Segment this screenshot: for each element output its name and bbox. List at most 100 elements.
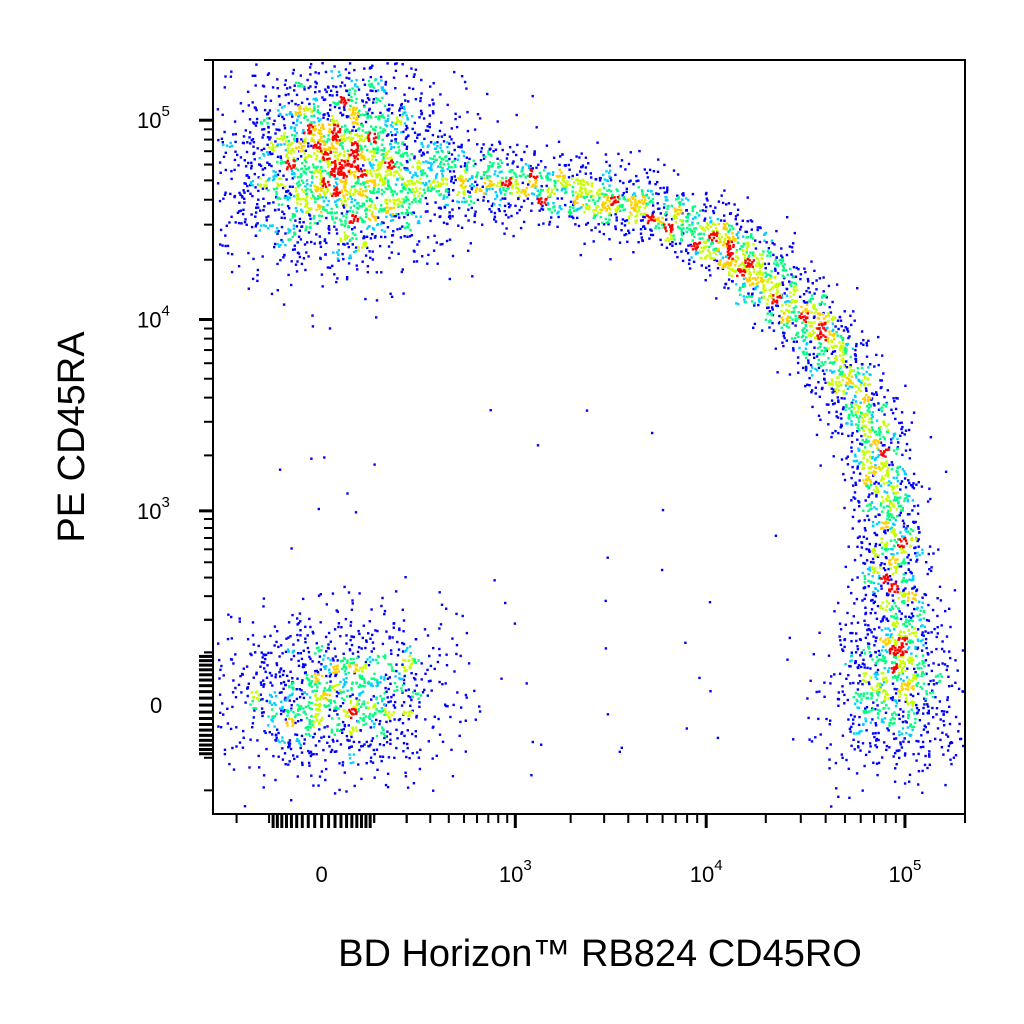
event-dot (454, 165, 457, 169)
event-dot (719, 252, 722, 255)
event-dot (278, 468, 282, 471)
event-dot (400, 731, 404, 734)
event-dot (750, 295, 754, 298)
event-dot (414, 673, 418, 676)
event-dot (427, 740, 430, 743)
event-dot (304, 726, 307, 730)
event-dot (875, 393, 879, 396)
event-dot (623, 208, 626, 211)
event-dot (903, 737, 906, 740)
event-dot (284, 718, 287, 721)
event-dot (386, 226, 390, 229)
event-dot (568, 206, 572, 209)
event-dot (362, 183, 365, 186)
event-dot (282, 161, 285, 164)
event-dot (417, 697, 420, 700)
event-dot (382, 728, 385, 732)
event-dot (959, 737, 962, 741)
event-dot (940, 746, 944, 749)
event-dot (290, 283, 293, 287)
event-dot (348, 256, 351, 260)
event-dot (431, 157, 434, 161)
event-dot (390, 215, 393, 218)
event-dot (507, 202, 510, 205)
event-dot (894, 676, 898, 679)
event-dot (856, 287, 859, 290)
event-dot (267, 72, 271, 75)
event-dot (320, 273, 324, 276)
event-dot (764, 318, 768, 321)
event-dot (282, 669, 285, 673)
event-dot (263, 108, 267, 112)
event-dot (218, 658, 221, 662)
event-dot (419, 148, 422, 152)
event-dot (377, 115, 381, 118)
event-dot (329, 659, 332, 662)
event-dot (369, 637, 372, 640)
event-dot (823, 377, 826, 380)
event-dot (379, 75, 383, 79)
event-dot (249, 182, 253, 185)
event-dot (934, 737, 937, 741)
event-dot (374, 128, 377, 132)
event-dot (890, 553, 893, 556)
event-dot (866, 628, 869, 632)
event-dot (900, 746, 904, 749)
event-dot (310, 680, 314, 683)
event-dot (306, 634, 309, 637)
event-dot (902, 522, 906, 525)
event-dot (283, 196, 286, 200)
event-dot (318, 214, 321, 217)
event-dot (854, 358, 858, 361)
event-dot (810, 391, 813, 394)
event-dot (268, 151, 271, 154)
event-dot (325, 90, 328, 94)
event-dot (371, 684, 374, 688)
event-dot (379, 694, 382, 698)
event-dot (357, 202, 360, 205)
event-dot (849, 713, 853, 717)
event-dot (890, 515, 894, 519)
event-dot (465, 166, 468, 170)
event-dot (863, 581, 867, 584)
event-dot (849, 314, 852, 317)
event-dot (349, 658, 353, 661)
event-dot (390, 190, 393, 193)
event-dot (247, 104, 250, 107)
event-dot (366, 116, 369, 120)
event-dot (841, 370, 844, 373)
event-dot (635, 174, 638, 178)
event-dot (418, 200, 421, 203)
event-dot (888, 518, 891, 521)
event-dot (915, 683, 918, 686)
event-dot (297, 104, 300, 107)
event-dot (894, 752, 897, 755)
event-dot (822, 276, 825, 279)
event-dot (362, 164, 365, 167)
event-dot (531, 167, 535, 170)
event-dot (412, 676, 416, 680)
event-dot (400, 690, 404, 693)
event-dot (226, 244, 230, 248)
event-dot (285, 190, 288, 194)
event-dot (304, 268, 307, 272)
event-dot (281, 739, 284, 742)
event-dot (887, 567, 890, 571)
event-dot (274, 171, 277, 174)
event-dot (420, 78, 423, 82)
event-dot (954, 754, 958, 757)
event-dot (359, 716, 362, 720)
event-dot (464, 200, 467, 204)
event-dot (546, 178, 549, 181)
event-dot (785, 325, 788, 328)
event-dot (294, 733, 297, 736)
event-dot (567, 163, 570, 167)
event-dot (931, 691, 935, 694)
event-dot (297, 621, 300, 625)
event-dot (871, 718, 874, 721)
event-dot (842, 329, 846, 332)
event-dot (387, 663, 390, 666)
event-dot (281, 707, 284, 710)
event-dot (680, 237, 683, 241)
event-dot (771, 242, 774, 245)
